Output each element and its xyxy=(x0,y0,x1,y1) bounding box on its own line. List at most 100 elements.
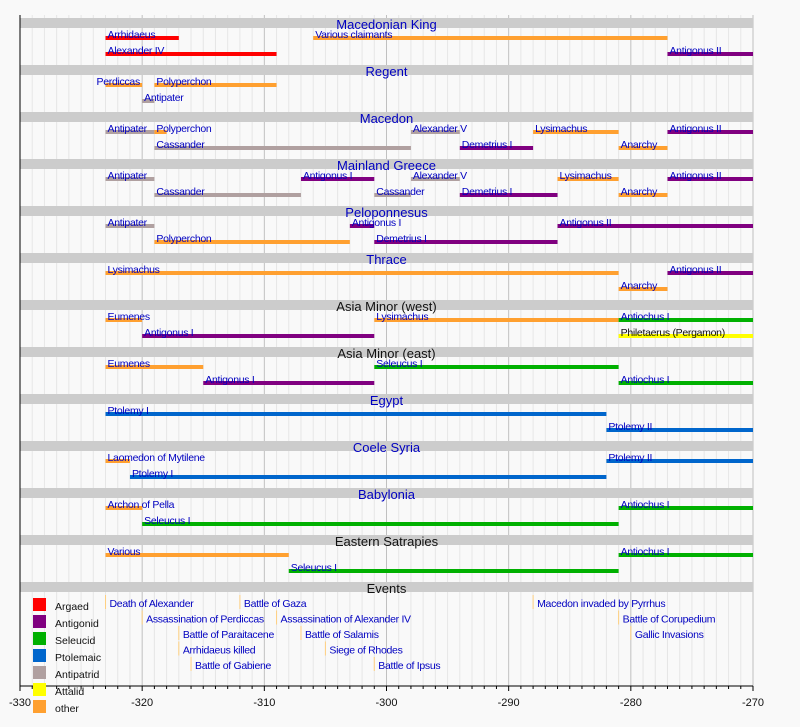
bar-other xyxy=(105,459,130,463)
legend-label: Antigonid xyxy=(55,618,99,630)
bar-label[interactable]: Ptolemy II xyxy=(608,452,652,464)
section-band xyxy=(20,112,753,122)
bar-label[interactable]: Antiochus I xyxy=(621,546,670,558)
bar-label[interactable]: Antigonus I xyxy=(144,327,194,339)
bar-other xyxy=(154,83,277,87)
bar-label[interactable]: Cassander xyxy=(376,186,425,198)
bar-label[interactable]: Antigonus II xyxy=(669,170,721,182)
section-title[interactable]: Thrace xyxy=(366,252,406,267)
bar-label[interactable]: Antigonus II xyxy=(669,123,721,135)
event-label[interactable]: Gallic Invasions xyxy=(635,629,704,641)
bar-label[interactable]: Antigonus II xyxy=(669,45,721,57)
bar-label[interactable]: Lysimachus xyxy=(108,264,160,276)
section-band xyxy=(20,394,753,404)
bar-label[interactable]: Demetrius I xyxy=(376,233,427,245)
bar-label[interactable]: Ptolemy II xyxy=(608,421,652,433)
bar-label[interactable]: Perdiccas xyxy=(97,76,141,88)
bar-label[interactable]: Antipater xyxy=(108,123,148,135)
event-label[interactable]: Battle of Gaza xyxy=(244,598,307,610)
event-label[interactable]: Battle of Gabiene xyxy=(195,660,272,672)
bar-label[interactable]: Antipater xyxy=(108,217,148,229)
bar-label[interactable]: Seleucus I xyxy=(144,515,190,527)
bar-label[interactable]: Alexander IV xyxy=(108,45,165,57)
section-title[interactable]: Coele Syria xyxy=(353,440,421,455)
x-tick-label: -280 xyxy=(620,697,642,709)
bar-label[interactable]: Antipater xyxy=(144,92,184,104)
section-title[interactable]: Peloponnesus xyxy=(345,205,428,220)
bar-label[interactable]: Antigonus I xyxy=(303,170,353,182)
bar-label[interactable]: Anarchy xyxy=(621,186,659,198)
bar-label[interactable]: Cassander xyxy=(156,139,205,151)
legend-label: Attalid xyxy=(55,686,84,698)
event-label[interactable]: Battle of Corupedium xyxy=(623,614,716,626)
event-label[interactable]: Battle of Paraitacene xyxy=(183,629,275,641)
event-label[interactable]: Arrhidaeus killed xyxy=(183,645,256,657)
section-title[interactable]: Mainland Greece xyxy=(337,158,436,173)
bar-label[interactable]: Seleucus I xyxy=(291,562,337,574)
legend-swatch xyxy=(33,700,46,713)
bar-label[interactable]: Anarchy xyxy=(621,139,659,151)
event-label[interactable]: Battle of Salamis xyxy=(305,629,379,641)
section-band xyxy=(20,441,753,451)
bar-antigonid xyxy=(203,381,375,385)
bar-label[interactable]: Antiochus I xyxy=(621,374,670,386)
event-label[interactable]: Siege of Rhodes xyxy=(329,645,402,657)
bar-label[interactable]: Polyperchon xyxy=(156,233,212,245)
bar-label[interactable]: Antigonus I xyxy=(352,217,402,229)
bar-label[interactable]: Lysimachus xyxy=(535,123,587,135)
bar-label[interactable]: Polyperchon xyxy=(156,123,212,135)
bar-antigonid xyxy=(459,193,558,197)
legend-label: Argaed xyxy=(55,601,89,613)
bar-label[interactable]: Lysimachus xyxy=(560,170,612,182)
bar-label[interactable]: Eumenes xyxy=(108,358,151,370)
bar-seleucid xyxy=(618,506,753,510)
bar-label[interactable]: Ptolemy I xyxy=(108,405,149,417)
bar-seleucid xyxy=(618,553,753,557)
bar-label[interactable]: Antigonus II xyxy=(669,264,721,276)
section-band xyxy=(20,18,753,28)
bar-label[interactable]: Antipater xyxy=(108,170,148,182)
bar-label[interactable]: Various xyxy=(108,546,141,558)
legend-swatch xyxy=(33,666,46,679)
bar-label[interactable]: Archon of Pella xyxy=(108,499,175,511)
bar-label[interactable]: Antiochus I xyxy=(621,311,670,323)
bar-label[interactable]: Demetrius I xyxy=(462,186,513,198)
section-title[interactable]: Egypt xyxy=(370,393,404,408)
event-label[interactable]: Assassination of Alexander IV xyxy=(281,614,412,626)
bar-seleucid xyxy=(142,522,619,526)
bar-label[interactable]: Alexander V xyxy=(413,123,467,135)
bar-label[interactable]: Seleucus I xyxy=(376,358,422,370)
bar-label[interactable]: Antigonus I xyxy=(205,374,255,386)
bar-label[interactable]: Alexander V xyxy=(413,170,467,182)
bar-label[interactable]: Philetaerus (Pergamon) xyxy=(621,327,726,339)
bar-label[interactable]: Eumenes xyxy=(108,311,151,323)
bar-label[interactable]: Anarchy xyxy=(621,280,659,292)
bar-label[interactable]: Various claimants xyxy=(315,29,392,41)
section-title[interactable]: Macedonian King xyxy=(336,17,436,32)
bar-antipatrid xyxy=(374,193,411,197)
section-title[interactable]: Babylonia xyxy=(358,487,416,502)
bar-antipatrid xyxy=(105,177,155,181)
bar-label[interactable]: Arrhidaeus xyxy=(108,29,156,41)
event-label[interactable]: Death of Alexander xyxy=(110,598,195,610)
bar-antigonid xyxy=(374,240,558,244)
events-title: Events xyxy=(367,581,407,596)
section-title[interactable]: Regent xyxy=(366,64,408,79)
bar-label[interactable]: Lysimachus xyxy=(376,311,428,323)
bar-label[interactable]: Cassander xyxy=(156,186,205,198)
legend-swatch xyxy=(33,649,46,662)
event-label[interactable]: Macedon invaded by Pyrrhus xyxy=(537,598,666,610)
section-title[interactable]: Macedon xyxy=(360,111,413,126)
event-label[interactable]: Battle of Ipsus xyxy=(378,660,440,672)
event-label[interactable]: Assassination of Perdiccas xyxy=(146,614,264,626)
bar-label[interactable]: Antigonus II xyxy=(560,217,612,229)
bar-label[interactable]: Ptolemy I xyxy=(132,468,173,480)
bar-label[interactable]: Polyperchon xyxy=(156,76,212,88)
bar-other xyxy=(105,318,143,322)
bar-antigonid xyxy=(667,177,753,181)
bar-label[interactable]: Laomedon of Mytilene xyxy=(108,452,206,464)
bar-label[interactable]: Demetrius I xyxy=(462,139,513,151)
bar-label[interactable]: Antiochus I xyxy=(621,499,670,511)
